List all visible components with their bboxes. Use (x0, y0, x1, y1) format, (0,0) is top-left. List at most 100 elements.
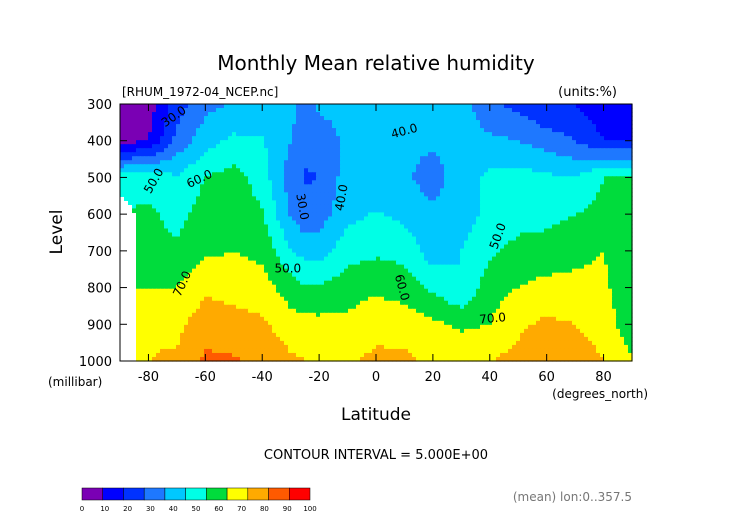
heatmap-cell (252, 180, 257, 185)
heatmap-cell (608, 208, 613, 214)
heatmap-cell (180, 228, 185, 234)
heatmap-cell (388, 144, 393, 149)
heatmap-cell (392, 204, 397, 210)
heatmap-cell (332, 104, 337, 109)
heatmap-cell (516, 152, 521, 157)
heatmap-cell (388, 256, 393, 262)
heatmap-cell (588, 216, 593, 222)
heatmap-cell (576, 196, 581, 201)
heatmap-cell (332, 216, 337, 222)
heatmap-cell (552, 216, 557, 222)
heatmap-cell (516, 120, 521, 125)
heatmap-cell (132, 104, 137, 109)
heatmap-cell (492, 108, 497, 113)
heatmap-cell (204, 136, 209, 141)
heatmap-cell (164, 132, 169, 137)
heatmap-cell (492, 232, 497, 238)
heatmap-cell (512, 196, 517, 201)
heatmap-cell (176, 184, 181, 189)
heatmap-cell (472, 152, 477, 157)
heatmap-cell (480, 116, 485, 121)
heatmap-cell (276, 232, 281, 238)
heatmap-cell (264, 184, 269, 189)
heatmap-cell (600, 240, 605, 246)
heatmap-cell (292, 116, 297, 121)
heatmap-cell (512, 188, 517, 193)
heatmap-cell (196, 148, 201, 153)
heatmap-cell (504, 200, 509, 205)
heatmap-cell (324, 212, 329, 218)
heatmap-cell (252, 200, 257, 205)
heatmap-cell (516, 228, 521, 234)
heatmap-cell (164, 188, 169, 193)
heatmap-cell (368, 160, 373, 165)
heatmap-cell (432, 196, 437, 201)
heatmap-cell (308, 224, 313, 230)
heatmap-cell (340, 124, 345, 129)
heatmap-cell (340, 240, 345, 246)
heatmap-cell (620, 212, 625, 218)
heatmap-cell (380, 196, 385, 201)
heatmap-cell (376, 224, 381, 230)
heatmap-cell (160, 128, 165, 133)
heatmap-cell (300, 168, 305, 173)
heatmap-cell (288, 232, 293, 238)
heatmap-cell (260, 204, 265, 210)
heatmap-cell (148, 228, 153, 234)
heatmap-cell (256, 192, 261, 197)
heatmap-cell (612, 216, 617, 222)
heatmap-cell (620, 224, 625, 230)
heatmap-cell (396, 176, 401, 181)
heatmap-cell (196, 220, 201, 226)
heatmap-cell (344, 188, 349, 193)
heatmap-cell (292, 216, 297, 222)
heatmap-cell (360, 224, 365, 230)
heatmap-cell (344, 232, 349, 238)
heatmap-cell (276, 220, 281, 226)
heatmap-cell (192, 104, 197, 109)
heatmap-cell (220, 256, 225, 262)
heatmap-cell (180, 168, 185, 173)
heatmap-cell (380, 188, 385, 193)
heatmap-cell (540, 120, 545, 125)
heatmap-cell (172, 172, 177, 177)
heatmap-cell (484, 124, 489, 129)
heatmap-cell (380, 140, 385, 145)
heatmap-cell (452, 104, 457, 109)
heatmap-cell (444, 144, 449, 149)
heatmap-cell (496, 136, 501, 141)
heatmap-cell (152, 108, 157, 113)
heatmap-cell (508, 120, 513, 125)
heatmap-cell (208, 212, 213, 218)
heatmap-cell (192, 188, 197, 193)
heatmap-cell (480, 160, 485, 165)
heatmap-cell (628, 172, 633, 177)
heatmap-cell (356, 244, 361, 250)
heatmap-cell (484, 236, 489, 242)
heatmap-cell (572, 148, 577, 153)
heatmap-cell (336, 212, 341, 218)
heatmap-cell (628, 240, 633, 246)
heatmap-cell (204, 196, 209, 201)
heatmap-cell (168, 236, 173, 242)
heatmap-cell (488, 164, 493, 169)
heatmap-cell (268, 224, 273, 230)
heatmap-cell (448, 192, 453, 197)
heatmap-cell (608, 224, 613, 230)
heatmap-cell (588, 124, 593, 129)
heatmap-cell (184, 248, 189, 254)
heatmap-cell (480, 140, 485, 145)
heatmap-cell (212, 220, 217, 226)
heatmap-cell (324, 172, 329, 177)
heatmap-cell (512, 220, 517, 226)
heatmap-cell (248, 244, 253, 250)
heatmap-cell (576, 180, 581, 185)
heatmap-cell (484, 188, 489, 193)
heatmap-cell (472, 212, 477, 218)
heatmap-cell (532, 204, 537, 210)
heatmap-cell (172, 196, 177, 201)
heatmap-cell (200, 192, 205, 197)
heatmap-cell (596, 156, 601, 161)
heatmap-cell (344, 164, 349, 169)
heatmap-cell (612, 252, 617, 258)
